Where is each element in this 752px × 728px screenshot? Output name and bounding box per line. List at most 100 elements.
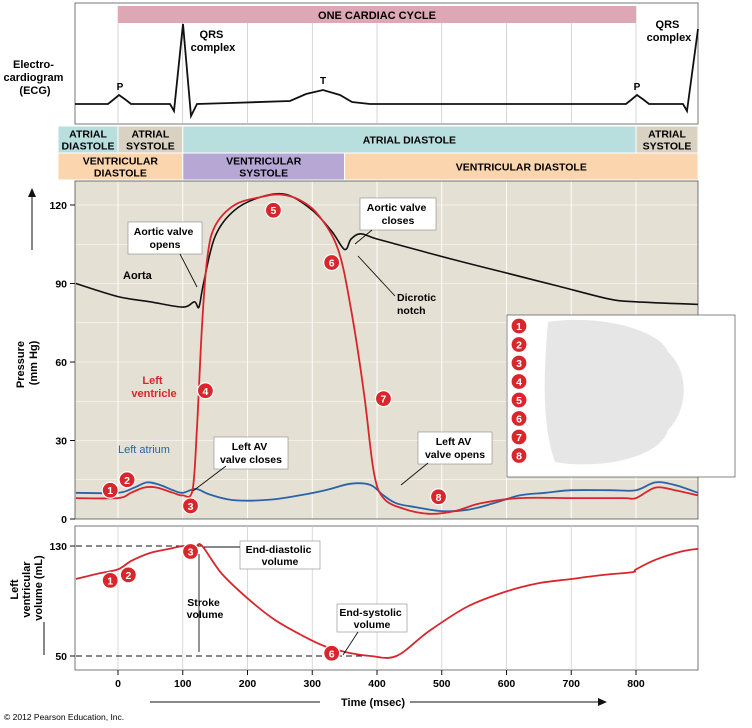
legend-items: 1 2 3 4 5 6 7 8 bbox=[510, 317, 528, 465]
atrial-phase-band bbox=[635, 125, 699, 154]
av-closes-box bbox=[213, 436, 289, 470]
volume-markers: 1 2 3 6 bbox=[101, 542, 341, 662]
svg-text:2: 2 bbox=[125, 570, 131, 582]
svg-text:6: 6 bbox=[329, 258, 335, 270]
volume-y-tick-label: 50 bbox=[55, 651, 67, 663]
pressure-marker-6: 6 bbox=[323, 253, 341, 272]
t-wave-label: T bbox=[320, 76, 326, 87]
x-tick-label: 500 bbox=[433, 678, 451, 690]
pressure-y-tick-label: 90 bbox=[55, 279, 67, 291]
volume-marker-3: 3 bbox=[181, 542, 200, 561]
volume-y-label: Left ventricular volume (mL) bbox=[9, 555, 45, 621]
atrial-phase-label: ATRIAL bbox=[648, 129, 686, 141]
dicrotic-notch-label: Dicrotic notch bbox=[397, 292, 439, 317]
ventricular-phase-band bbox=[344, 152, 699, 181]
x-tick-label: 100 bbox=[174, 678, 192, 690]
pressure-y-tick-label: 120 bbox=[49, 200, 67, 212]
ventricular-phase-band bbox=[57, 152, 184, 181]
av-closes-pointer bbox=[192, 465, 227, 492]
svg-text:4: 4 bbox=[516, 377, 522, 389]
pressure-marker-4: 4 bbox=[196, 382, 215, 400]
legend-marker-4: 4 bbox=[510, 372, 528, 391]
legend-marker-6: 6 bbox=[510, 409, 528, 428]
svg-text:3: 3 bbox=[188, 547, 194, 559]
svg-text:1: 1 bbox=[107, 575, 113, 587]
svg-text:5: 5 bbox=[270, 205, 276, 217]
x-tick-label: 700 bbox=[562, 678, 580, 690]
legend-marker-5: 5 bbox=[510, 391, 528, 409]
left-atrium-pressure-line bbox=[75, 481, 699, 513]
ventricular-phase-label: VENTRICULAR bbox=[83, 156, 159, 168]
aortic-closes-label: Aortic valve closes bbox=[367, 202, 429, 227]
edv-box bbox=[239, 540, 321, 570]
legend-marker-2: 2 bbox=[510, 335, 528, 354]
qrs-label-left: QRS complex bbox=[191, 29, 237, 54]
volume-y-tick-label: 130 bbox=[49, 541, 67, 553]
esv-pointer bbox=[342, 631, 359, 656]
ecg-panel: ONE CARDIAC CYCLE Electro- cardiogram (E… bbox=[4, 2, 699, 125]
stroke-volume-label: Stroke volume bbox=[187, 597, 224, 621]
av-opens-pointer bbox=[400, 462, 429, 486]
pressure-y-tick-label: 0 bbox=[61, 514, 67, 526]
atrial-phase-label: ATRIAL bbox=[132, 129, 170, 141]
svg-text:7: 7 bbox=[381, 394, 387, 406]
svg-text:5: 5 bbox=[516, 395, 522, 407]
pressure-markers: 12 3 4 5 6 7 8 bbox=[101, 201, 448, 515]
p-wave-label-right: P bbox=[634, 82, 641, 93]
atrial-phase-label: SYSTOLE bbox=[126, 141, 175, 153]
aortic-opens-label: Aortic valve opens bbox=[134, 226, 196, 251]
legend-box: 1 2 3 4 5 6 7 8 bbox=[506, 314, 736, 478]
p-wave-label-left: P bbox=[117, 82, 124, 93]
aortic-closes-pointer bbox=[354, 229, 373, 245]
legend-marker-3: 3 bbox=[510, 354, 528, 372]
esv-label: End-systolic volume bbox=[339, 607, 404, 631]
left-atrium-label: Left atrium bbox=[118, 444, 170, 456]
svg-text:2: 2 bbox=[124, 475, 130, 487]
aortic-opens-box bbox=[127, 221, 203, 255]
atrial-phase-label: ATRIAL bbox=[69, 129, 107, 141]
av-closes-label: Left AV valve closes bbox=[220, 441, 282, 466]
esv-box bbox=[336, 603, 408, 633]
pressure-marker-3: 3 bbox=[181, 497, 200, 515]
pressure-y-arrow-head bbox=[28, 188, 36, 197]
x-tick-label: 0 bbox=[115, 678, 121, 690]
svg-text:1: 1 bbox=[107, 485, 113, 497]
x-arrow-head bbox=[598, 698, 607, 706]
ecg-trace bbox=[75, 23, 699, 120]
volume-marker-1: 1 bbox=[101, 571, 119, 589]
ventricular-phase-band bbox=[182, 152, 346, 181]
pressure-marker-1: 1 bbox=[101, 481, 119, 499]
aortic-closes-box bbox=[359, 197, 437, 231]
pressure-y-ticks: 0 30 60 90 120 bbox=[49, 200, 75, 526]
svg-text:4: 4 bbox=[202, 386, 208, 398]
ecg-label: Electro- cardiogram (ECG) bbox=[4, 59, 67, 97]
x-axis-label: Time (msec) bbox=[341, 697, 405, 709]
svg-text:6: 6 bbox=[516, 414, 522, 426]
volume-marker-6: 6 bbox=[323, 644, 341, 662]
svg-text:1: 1 bbox=[516, 321, 522, 333]
svg-text:6: 6 bbox=[329, 648, 335, 660]
av-opens-box bbox=[417, 431, 493, 465]
qrs-label-right: QRS complex bbox=[647, 19, 693, 44]
pressure-marker-2: 2 bbox=[118, 471, 136, 489]
av-opens-label: Left AV valve opens bbox=[425, 436, 485, 461]
ventricular-phase-label: DIASTOLE bbox=[94, 168, 147, 180]
pressure-marker-5: 5 bbox=[264, 201, 282, 219]
legend-marker-7: 7 bbox=[510, 428, 528, 446]
atrial-phase-label: ATRIAL DIASTOLE bbox=[363, 135, 456, 147]
copyright-text: © 2012 Pearson Education, Inc. bbox=[4, 712, 124, 722]
x-tick-label: 600 bbox=[498, 678, 516, 690]
cycle-title: ONE CARDIAC CYCLE bbox=[318, 10, 436, 22]
pressure-y-tick-label: 30 bbox=[55, 436, 67, 448]
svg-text:7: 7 bbox=[516, 432, 522, 444]
x-tick-label: 800 bbox=[627, 678, 645, 690]
svg-text:2: 2 bbox=[516, 340, 522, 352]
x-tick-label: 300 bbox=[303, 678, 321, 690]
legend-marker-1: 1 bbox=[510, 317, 528, 335]
volume-plot-area bbox=[74, 525, 699, 671]
ventricular-phase-label: VENTRICULAR DIASTOLE bbox=[456, 162, 587, 174]
cycle-band bbox=[118, 6, 636, 23]
pressure-y-label: Pressure (mm Hg) bbox=[15, 338, 40, 388]
pressure-marker-7: 7 bbox=[374, 390, 393, 408]
